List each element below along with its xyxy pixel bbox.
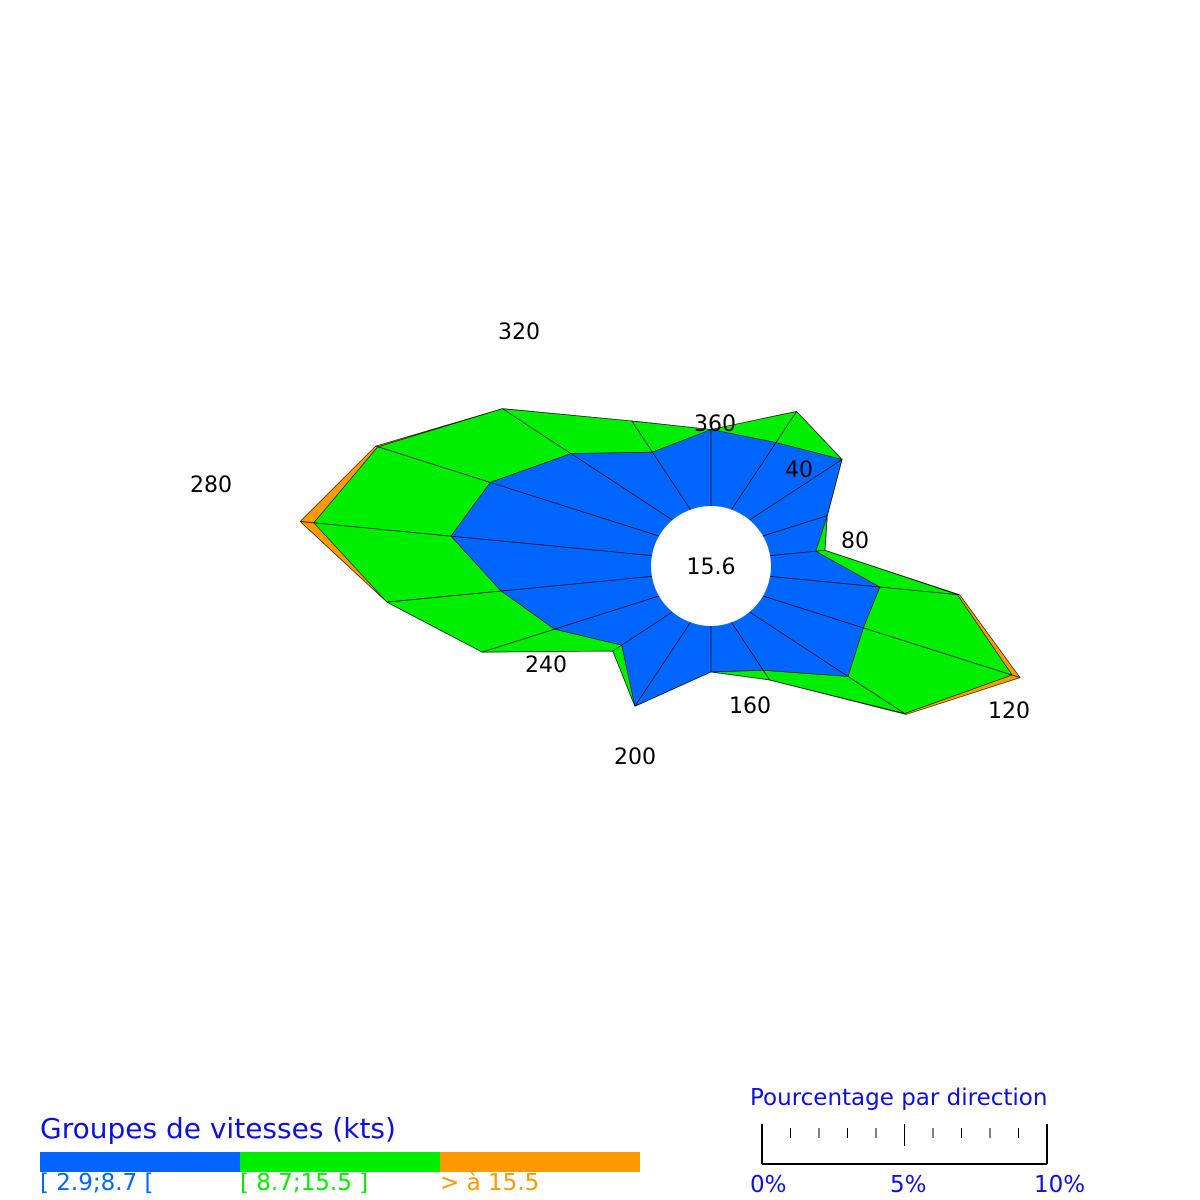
legend-label-mid: [ 8.7;15.5 ] xyxy=(240,1170,369,1196)
legend-label-high: > à 15.5 xyxy=(440,1170,540,1196)
rose-spoke xyxy=(631,420,691,510)
scale-label-0: 0% xyxy=(750,1172,787,1198)
rose-spoke xyxy=(762,595,1021,678)
legend-title: Groupes de vitesses (kts) xyxy=(40,1112,396,1145)
direction-label-80: 80 xyxy=(841,529,869,554)
rose-spoke xyxy=(634,622,691,707)
direction-label-40: 40 xyxy=(785,458,813,483)
rose-spoke xyxy=(731,411,797,510)
direction-label-160: 160 xyxy=(729,694,771,719)
rose-spoke xyxy=(386,576,652,603)
rose-spoke xyxy=(749,459,843,521)
rose-center-value: 15.6 xyxy=(687,555,736,580)
direction-label-360: 360 xyxy=(694,412,736,437)
direction-label-280: 280 xyxy=(190,473,232,498)
percent-scale-bar xyxy=(761,1124,1048,1165)
direction-label-320: 320 xyxy=(498,320,540,345)
rose-spoke xyxy=(770,549,825,556)
legend-swatch-high xyxy=(440,1152,640,1172)
rose-spoke xyxy=(749,611,907,715)
direction-label-200: 200 xyxy=(614,745,656,770)
rose-spoke xyxy=(762,515,828,537)
scale-label-10: 10% xyxy=(1034,1172,1086,1198)
rose-spoke xyxy=(731,622,770,681)
legend-swatch-low xyxy=(40,1152,240,1172)
rose-spoke xyxy=(612,611,673,652)
rose-spoke xyxy=(770,576,960,596)
direction-label-120: 120 xyxy=(988,699,1030,724)
rose-spoke xyxy=(482,595,660,653)
rose-spoke xyxy=(300,521,652,556)
rose-center-hole xyxy=(651,506,771,626)
scale-label-5: 5% xyxy=(890,1172,927,1198)
scale-title: Pourcentage par direction xyxy=(750,1085,1048,1111)
legend-label-low: [ 2.9;8.7 [ xyxy=(40,1170,154,1196)
rose-spoke xyxy=(502,408,673,521)
direction-label-240: 240 xyxy=(525,653,567,678)
rose-spoke xyxy=(375,445,660,537)
legend-swatch-mid xyxy=(240,1152,440,1172)
